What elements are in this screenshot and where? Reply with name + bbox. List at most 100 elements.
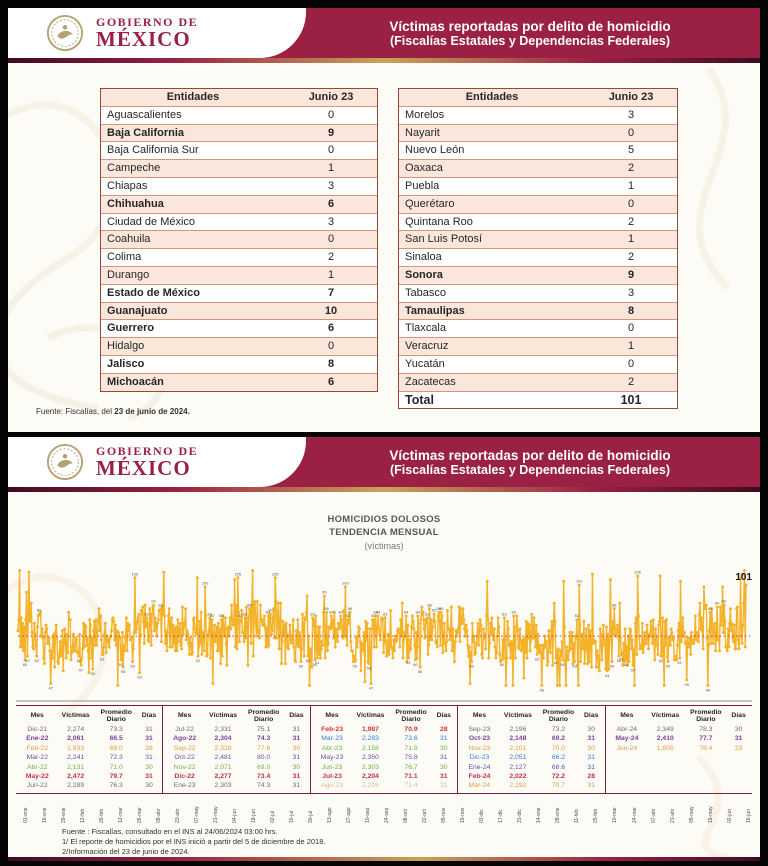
svg-text:83: 83 [502, 611, 507, 616]
cell: Feb-23 [313, 725, 351, 734]
cell: 78.3 [685, 725, 728, 734]
svg-text:46: 46 [706, 687, 711, 692]
x-axis-tick-label: 19-nov [461, 795, 466, 823]
cell: 30 [727, 725, 750, 734]
svg-text:60: 60 [624, 662, 629, 667]
svg-text:86: 86 [348, 606, 353, 611]
cell: 71.9 [390, 744, 433, 753]
table-row: Tabasco3 [399, 284, 677, 302]
cell: 2,283 [351, 734, 389, 743]
entity-table-header-row: EntidadesJunio 23 [399, 89, 677, 106]
cell: May-22 [18, 772, 56, 781]
mexico-coat-of-arms-icon [46, 14, 84, 52]
cell: 77.7 [685, 734, 728, 743]
entity-value: 3 [585, 107, 677, 124]
svg-text:84: 84 [416, 610, 421, 615]
panel-title: Víctimas reportadas por delito de homici… [308, 437, 752, 487]
entity-value: 6 [285, 320, 377, 337]
cell: Abr-23 [313, 744, 351, 753]
table-row: Mar-242,19270.731 [460, 781, 602, 790]
cell: 31 [432, 772, 455, 781]
entity-value: 0 [285, 142, 377, 159]
cell: 31 [432, 781, 455, 790]
x-axis-tick-label: 04-jun [233, 795, 238, 823]
cell: 2,148 [499, 734, 537, 743]
chart-title-line3: (víctimas) [8, 540, 760, 553]
latest-value-label: 101 [735, 572, 752, 583]
svg-text:106: 106 [634, 569, 641, 574]
table-row: Baja California Sur0 [101, 141, 377, 159]
table-row: Jun-222,28976.330 [18, 781, 160, 790]
table-row: Chihuahua6 [101, 195, 377, 213]
monthly-table-group: MesVíctimasPromedio DiarioDíasFeb-231,98… [310, 706, 457, 793]
cell: 2,216 [351, 781, 389, 790]
svg-text:57: 57 [79, 667, 84, 672]
x-axis-tick-label: 25-feb [594, 795, 599, 823]
entities-table-right: EntidadesJunio 23Morelos3Nayarit0Nuevo L… [398, 88, 678, 409]
cell: 68.6 [537, 763, 580, 772]
column-header: Promedio Diario [685, 709, 728, 723]
entity-name: Michoacán [101, 374, 285, 391]
footnote-line: 1/ El reporte de homicidios por el INS i… [62, 837, 325, 847]
x-axis-tick-label: 07-may [195, 795, 200, 823]
x-axis-tick-label: 02-jun [728, 795, 733, 823]
cell: 30 [138, 763, 161, 772]
monthly-table-group: MesVíctimasPromedio DiarioDíasAbr-242,34… [605, 706, 752, 793]
x-axis-tick-label: 19-may [709, 795, 714, 823]
entity-name: Tlaxcala [399, 320, 585, 337]
entity-name: Yucatán [399, 356, 585, 373]
cell: 76.3 [95, 781, 138, 790]
cell: 2,131 [56, 763, 94, 772]
svg-text:84: 84 [329, 610, 334, 615]
cell: Jun-22 [18, 781, 56, 790]
cell: 31 [138, 753, 161, 762]
x-axis-tick-label: 29-ene [62, 795, 67, 823]
entity-value: 1 [285, 267, 377, 284]
cell: 70.0 [537, 744, 580, 753]
svg-text:62: 62 [196, 658, 201, 663]
svg-text:58: 58 [367, 665, 372, 670]
cell: 30 [432, 744, 455, 753]
cell: May-24 [608, 734, 646, 743]
table-row: Zacatecas2 [399, 373, 677, 391]
table-row: Feb-242,02272.228 [460, 772, 602, 781]
svg-text:86: 86 [439, 606, 444, 611]
entity-name: Quintana Roo [399, 214, 585, 231]
table-row: Morelos3 [399, 106, 677, 124]
monthly-table-header-row: MesVíctimasPromedio DiarioDías [313, 707, 455, 725]
svg-text:61: 61 [554, 660, 559, 665]
svg-text:82: 82 [345, 613, 350, 618]
cell: 2,196 [499, 725, 537, 734]
cell: 2,241 [56, 753, 94, 762]
entity-value: 9 [285, 125, 377, 142]
chart-x-axis-labels: 01-ene16-ene29-ene12-feb26-feb12-mar26-m… [24, 795, 752, 823]
column-header: Días [432, 712, 455, 719]
svg-text:59: 59 [666, 664, 671, 669]
svg-text:60: 60 [119, 662, 124, 667]
entity-name: Morelos [399, 107, 585, 124]
monthly-table-group: MesVíctimasPromedio DiarioDíasDic-212,27… [16, 706, 162, 793]
cell: 31 [727, 734, 750, 743]
table-row: Aguascalientes0 [101, 106, 377, 124]
cell: 73.6 [390, 734, 433, 743]
svg-text:61: 61 [678, 660, 683, 665]
entity-value: 9 [585, 267, 677, 284]
entity-value: 3 [285, 178, 377, 195]
svg-text:90: 90 [722, 599, 727, 604]
table-row: Dic-222,27773.431 [165, 772, 307, 781]
svg-text:95: 95 [322, 590, 327, 595]
svg-text:105: 105 [234, 571, 241, 576]
cell: 31 [138, 725, 161, 734]
entity-value: 3 [285, 214, 377, 231]
cell: 2,158 [351, 744, 389, 753]
cell: 31 [285, 772, 308, 781]
svg-text:85: 85 [37, 608, 42, 613]
cell: Oct-23 [460, 734, 498, 743]
cell: 79.7 [95, 772, 138, 781]
mexico-coat-of-arms-icon [46, 443, 84, 481]
svg-text:47: 47 [49, 686, 54, 691]
entity-name: Jalisco [101, 356, 285, 373]
svg-text:56: 56 [121, 669, 126, 674]
cell: 2,061 [56, 734, 94, 743]
entity-value: 0 [285, 338, 377, 355]
